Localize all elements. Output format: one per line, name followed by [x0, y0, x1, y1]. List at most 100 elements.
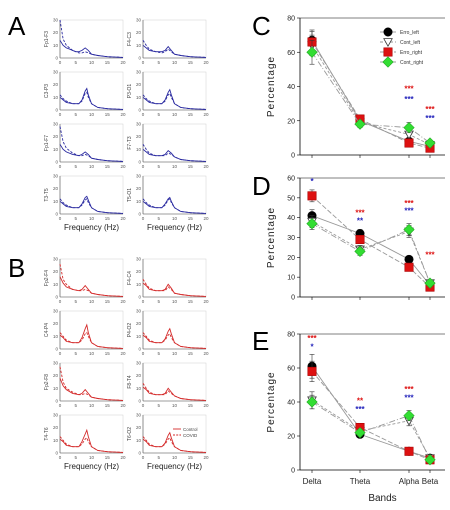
series-erro-right — [307, 360, 435, 465]
series-cont-right — [306, 39, 436, 149]
x-tick-label: 0 — [59, 60, 62, 65]
marker-diamond — [424, 137, 436, 149]
x-tick-label: 20 — [203, 403, 209, 408]
y-tick-label: 0 — [55, 108, 58, 113]
x-tick-label: 0 — [142, 216, 145, 221]
y-tick-label: 30 — [53, 361, 59, 366]
y-axis-title: Percentage — [266, 56, 277, 117]
x-tick-label: 15 — [188, 455, 194, 460]
y-tick-label: 20 — [136, 321, 142, 326]
y-tick-label: 10 — [136, 438, 142, 443]
y-tick-label: 30 — [136, 18, 142, 23]
x-tick-label: 5 — [157, 455, 160, 460]
y-tick-label: 0 — [138, 399, 141, 404]
x-tick-label: 20 — [120, 299, 126, 304]
y-tick-label: 60 — [287, 366, 295, 373]
channel-label: F8-T4 — [127, 375, 133, 389]
x-tick-label: 20 — [203, 299, 209, 304]
marker-diamond — [424, 454, 436, 466]
marker-square — [404, 262, 414, 272]
control-line — [142, 196, 207, 214]
y-tick-label: 10 — [53, 282, 59, 287]
x-axis-title: Bands — [368, 493, 396, 504]
y-tick-label: 40 — [287, 215, 295, 222]
y-tick-label: 20 — [53, 373, 59, 378]
series-line — [311, 215, 431, 286]
x-tick-label: 20 — [203, 216, 209, 221]
x-tick-label: 5 — [74, 216, 77, 221]
y-tick-label: 0 — [138, 295, 141, 300]
x-tick-label: 15 — [105, 60, 111, 65]
series-line — [311, 41, 431, 149]
control-line — [59, 428, 124, 453]
x-tick-label: 0 — [59, 351, 62, 356]
x-tick-label: 5 — [157, 403, 160, 408]
covid-line — [142, 279, 207, 297]
y-tick-label: 10 — [53, 199, 59, 204]
y-tick-label: 10 — [287, 275, 295, 282]
y-tick-label: 30 — [287, 235, 295, 242]
legend-label: Control — [183, 427, 198, 432]
series-erro-right — [307, 189, 435, 292]
marker-square — [404, 138, 414, 148]
y-tick-label: 40 — [287, 400, 295, 407]
marker-diamond — [354, 426, 366, 439]
x-tick-label: 0 — [142, 351, 145, 356]
x-tick-label: 5 — [157, 164, 160, 169]
x-tick-label: 10 — [89, 60, 95, 65]
y-tick-label: 0 — [138, 160, 141, 165]
covid-line — [59, 126, 124, 162]
x-tick-label: 0 — [142, 455, 145, 460]
control-line — [142, 327, 207, 349]
marker-diamond — [403, 223, 415, 236]
channel-label: C3-P3 — [44, 84, 50, 98]
y-tick-label: 20 — [53, 134, 59, 139]
significance-marker: *** — [355, 209, 365, 218]
y-tick-label: 80 — [287, 16, 295, 23]
y-tick-label: 30 — [53, 309, 59, 314]
x-tick-label: 20 — [120, 351, 126, 356]
significance-marker: *** — [355, 405, 365, 414]
marker-square — [307, 366, 317, 376]
y-tick-label: 10 — [53, 147, 59, 152]
x-tick-label: 20 — [203, 60, 209, 65]
series-cont-right — [306, 217, 436, 289]
control-line — [59, 87, 124, 110]
legend-item-covid: COVID — [173, 433, 198, 438]
marker-circle — [404, 254, 414, 264]
x-tick-label: 10 — [89, 216, 95, 221]
x-tick-label: 0 — [59, 299, 62, 304]
x-tick-label: 10 — [172, 164, 178, 169]
panel-letter-a: A — [8, 11, 26, 41]
y-tick-label: 0 — [138, 212, 141, 217]
marker-diamond — [424, 277, 436, 289]
y-tick-label: 0 — [291, 153, 295, 160]
legend-item-erro-right: Erro_right — [380, 47, 423, 57]
series-cont-left — [307, 215, 435, 289]
y-tick-label: 10 — [53, 386, 59, 391]
x-tick-label: 10 — [89, 403, 95, 408]
series-erro-left — [307, 209, 435, 290]
x-tick-label: 10 — [172, 351, 178, 356]
y-tick-label: 0 — [291, 295, 295, 302]
y-tick-label: 0 — [55, 160, 58, 165]
control-line — [59, 378, 124, 401]
x-tick-label: 15 — [105, 216, 111, 221]
significance-marker: *** — [404, 199, 414, 208]
control-line — [59, 195, 124, 214]
x-tick-label: 15 — [105, 299, 111, 304]
series-line — [311, 223, 431, 284]
series-line — [311, 45, 431, 146]
covid-line — [142, 383, 207, 401]
significance-marker: *** — [404, 385, 414, 394]
subplot-frame — [142, 19, 207, 59]
x-tick-label: 10 — [172, 455, 178, 460]
x-tick-label: 15 — [105, 403, 111, 408]
y-tick-label: 0 — [138, 451, 141, 456]
marker-diamond — [382, 56, 394, 68]
y-tick-label: 0 — [138, 108, 141, 113]
